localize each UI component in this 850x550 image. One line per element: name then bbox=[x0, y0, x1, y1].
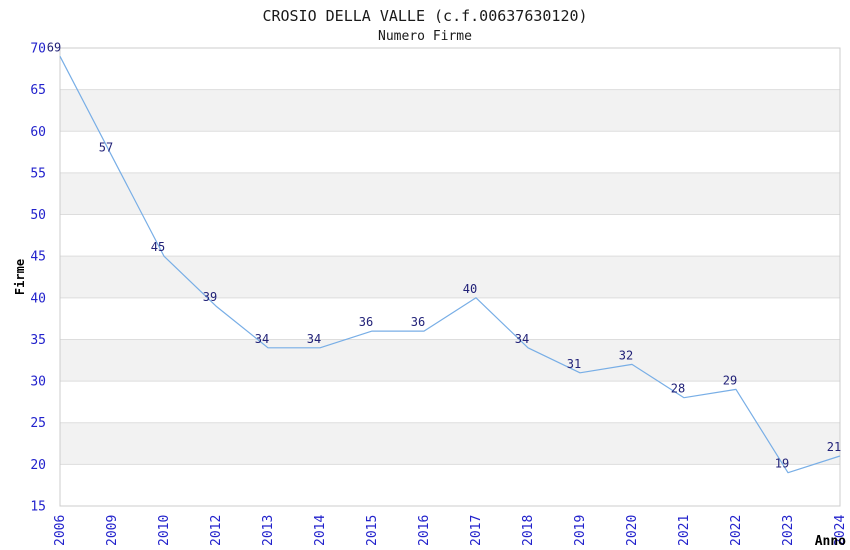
x-axis-tick-label: 2017 bbox=[469, 515, 484, 546]
x-axis-tick-label: 2019 bbox=[573, 515, 588, 546]
data-point-label: 34 bbox=[307, 332, 321, 346]
data-point-label: 40 bbox=[463, 282, 477, 296]
x-axis-tick-label: 2014 bbox=[313, 515, 328, 546]
x-axis-tick-label: 2006 bbox=[53, 515, 68, 546]
y-axis-tick-label: 45 bbox=[30, 250, 46, 265]
data-point-label: 31 bbox=[567, 357, 581, 371]
y-axis-tick-label: 35 bbox=[30, 333, 46, 348]
data-point-label: 36 bbox=[411, 315, 425, 329]
plot-band bbox=[60, 422, 840, 465]
trend-line bbox=[59, 56, 841, 474]
x-axis-tick-label: 2021 bbox=[677, 515, 692, 546]
plot-band bbox=[60, 256, 840, 298]
data-point-label: 69 bbox=[47, 40, 61, 54]
y-axis-tick-label: 50 bbox=[30, 208, 46, 223]
x-axis-tick-label: 2023 bbox=[781, 515, 796, 546]
chart-title: CROSIO DELLA VALLE (c.f.00637630120) bbox=[262, 7, 588, 25]
data-point-label: 32 bbox=[619, 348, 633, 362]
data-point-label: 34 bbox=[515, 332, 529, 346]
data-point-label: 28 bbox=[671, 382, 685, 396]
data-point-label: 29 bbox=[723, 373, 737, 387]
y-axis-title: Firme bbox=[13, 259, 27, 295]
data-point-label: 45 bbox=[151, 240, 165, 254]
y-axis-tick-label: 40 bbox=[30, 291, 46, 306]
y-axis-tick-label: 70 bbox=[30, 42, 46, 57]
x-axis-tick-label: 2020 bbox=[625, 515, 640, 546]
x-axis-tick-label: 2022 bbox=[729, 515, 744, 546]
y-axis-tick-label: 55 bbox=[30, 166, 46, 181]
x-axis-tick-label: 2012 bbox=[209, 515, 224, 546]
x-axis-tick-label: 2018 bbox=[521, 515, 536, 546]
y-axis-tick-label: 15 bbox=[30, 500, 46, 515]
y-axis-tick-label: 60 bbox=[30, 125, 46, 140]
x-axis-tick-label: 2010 bbox=[157, 515, 172, 546]
data-point-label: 57 bbox=[99, 140, 113, 154]
x-axis-title: Anno bbox=[815, 534, 846, 549]
data-point-label: 21 bbox=[827, 440, 841, 454]
x-axis-tick-label: 2013 bbox=[261, 515, 276, 546]
y-axis-tick-label: 25 bbox=[30, 416, 46, 431]
data-point-label: 34 bbox=[255, 332, 269, 346]
data-point-label: 19 bbox=[775, 457, 789, 471]
plot-border bbox=[59, 47, 841, 507]
y-axis-tick-label: 20 bbox=[30, 458, 46, 473]
plot-band bbox=[60, 339, 840, 382]
x-axis-tick-label: 2009 bbox=[105, 515, 120, 546]
plot-band bbox=[60, 89, 840, 132]
y-axis-tick-label: 30 bbox=[30, 375, 46, 390]
x-axis-tick-label: 2015 bbox=[365, 515, 380, 546]
x-axis-tick-label: 2024 bbox=[833, 515, 848, 546]
x-axis-tick-label: 2016 bbox=[417, 515, 432, 546]
chart-subtitle: Numero Firme bbox=[378, 29, 472, 44]
data-point-label: 36 bbox=[359, 315, 373, 329]
y-axis-tick-label: 65 bbox=[30, 83, 46, 98]
data-point-label: 39 bbox=[203, 290, 217, 304]
plot-band bbox=[60, 172, 840, 215]
